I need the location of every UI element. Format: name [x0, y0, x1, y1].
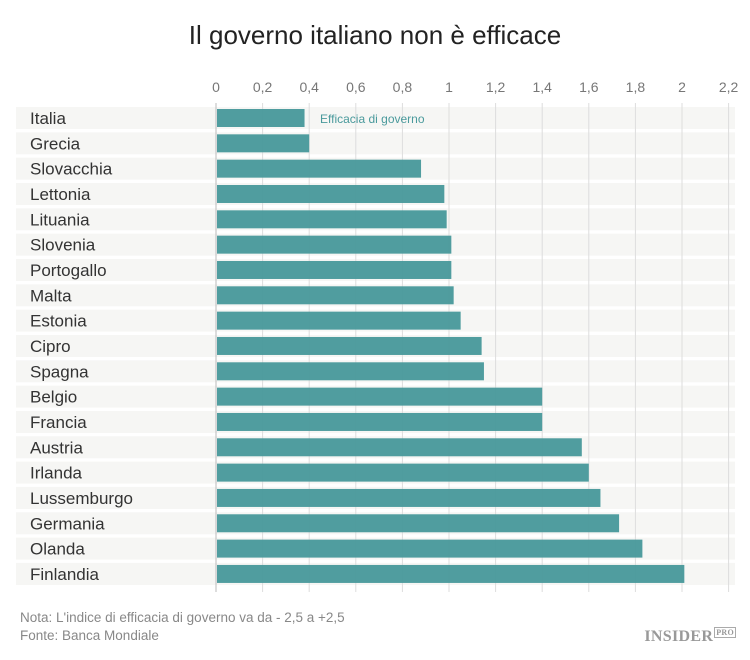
x-tick-label: 1,6	[579, 79, 599, 95]
category-label: Irlanda	[30, 464, 83, 483]
category-label: Finlandia	[30, 565, 100, 584]
x-tick-label: 0,4	[299, 79, 319, 95]
x-tick-label: 2,2	[719, 79, 739, 95]
bar-austria	[217, 438, 582, 457]
category-label: Italia	[30, 109, 66, 128]
x-tick-label: 0,6	[346, 79, 366, 95]
category-label: Olanda	[30, 540, 85, 559]
bar-germania	[217, 514, 620, 533]
x-tick-label: 1,4	[532, 79, 552, 95]
x-tick-label: 1,2	[486, 79, 506, 95]
category-label: Lituania	[30, 210, 90, 229]
bar-malta	[217, 286, 454, 305]
category-label: Lussemburgo	[30, 489, 133, 508]
bar-slovacchia	[217, 159, 422, 178]
category-label: Estonia	[30, 312, 87, 331]
bar-italia	[217, 109, 305, 127]
bar-chart: 0 0,2 0,4 0,6 0,8 1 1,2 1,4 1,6 1,8 2 2,2 Italia Grec…	[16, 79, 739, 592]
note-text: Nota: L'indice di efficacia di governo v…	[20, 610, 345, 625]
bar-portogallo	[217, 260, 452, 279]
bar-francia	[217, 412, 543, 431]
bar-irlanda	[217, 463, 589, 482]
category-label: Belgio	[30, 388, 77, 407]
category-label: Malta	[30, 286, 72, 305]
category-label: Cipro	[30, 337, 71, 356]
row-band	[16, 132, 735, 155]
bar-lettonia	[217, 184, 445, 203]
bar-spagna	[217, 362, 484, 381]
chart-title: Il governo italiano non è efficace	[188, 20, 562, 50]
category-label: Germania	[30, 514, 105, 533]
bar-grecia	[217, 134, 310, 153]
x-tick-label: 0,8	[393, 79, 413, 95]
bar-olanda	[217, 539, 643, 558]
category-label: Lettonia	[30, 185, 91, 204]
bar-estonia	[217, 311, 461, 330]
x-tick-label: 2	[678, 79, 686, 95]
x-tick-label: 1	[445, 79, 453, 95]
insider-pro-logo: INSIDER PRO	[644, 627, 736, 645]
source-text: Fonte: Banca Mondiale	[20, 628, 159, 643]
x-tick-label: 0	[212, 79, 220, 95]
bar-lituania	[217, 210, 447, 229]
category-label: Slovenia	[30, 236, 96, 255]
bar-slovenia	[217, 235, 452, 254]
bar-lussemburgo	[217, 488, 601, 507]
category-label: Grecia	[30, 134, 81, 153]
category-label: Francia	[30, 413, 87, 432]
category-label: Slovacchia	[30, 160, 113, 179]
x-tick-label: 1,8	[626, 79, 646, 95]
category-label: Portogallo	[30, 261, 107, 280]
row-band	[16, 107, 735, 129]
bar-belgio	[217, 387, 543, 406]
bar-finlandia	[217, 564, 685, 583]
category-label: Spagna	[30, 362, 89, 381]
bar-cipro	[217, 336, 482, 355]
x-tick-label: 0,2	[253, 79, 273, 95]
series-label: Efficacia di governo	[320, 112, 425, 126]
category-label: Austria	[30, 438, 83, 457]
